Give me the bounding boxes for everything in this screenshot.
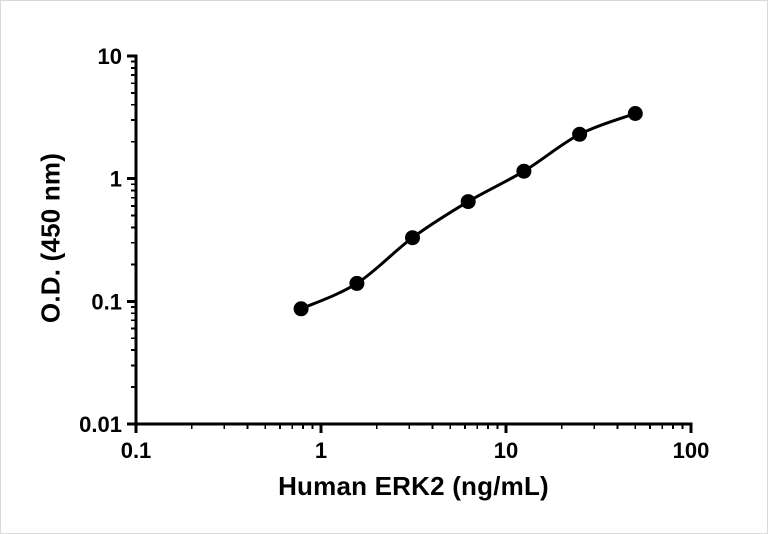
data-point-marker: [627, 106, 643, 121]
x-tick-label: 10: [494, 438, 518, 463]
data-point-marker: [460, 194, 476, 210]
y-tick-label: 0.1: [91, 289, 122, 314]
y-tick-label: 10: [98, 44, 122, 69]
x-tick-label: 1: [315, 438, 327, 463]
data-points: [293, 106, 643, 317]
x-tick-label: 0.1: [121, 438, 152, 463]
data-point-marker: [349, 275, 365, 291]
data-point-marker: [405, 230, 420, 246]
y-tick-label: 0.01: [79, 412, 122, 437]
data-point-marker: [516, 163, 532, 179]
y-tick-label: 1: [110, 167, 122, 192]
x-tick-label: 100: [673, 438, 710, 463]
x-axis-title: Human ERK2 (ng/mL): [278, 471, 549, 501]
y-axis-title: O.D. (450 nm): [35, 152, 66, 324]
tick-marks: [127, 54, 693, 433]
data-point-marker: [293, 301, 309, 317]
data-point-marker: [572, 126, 588, 142]
